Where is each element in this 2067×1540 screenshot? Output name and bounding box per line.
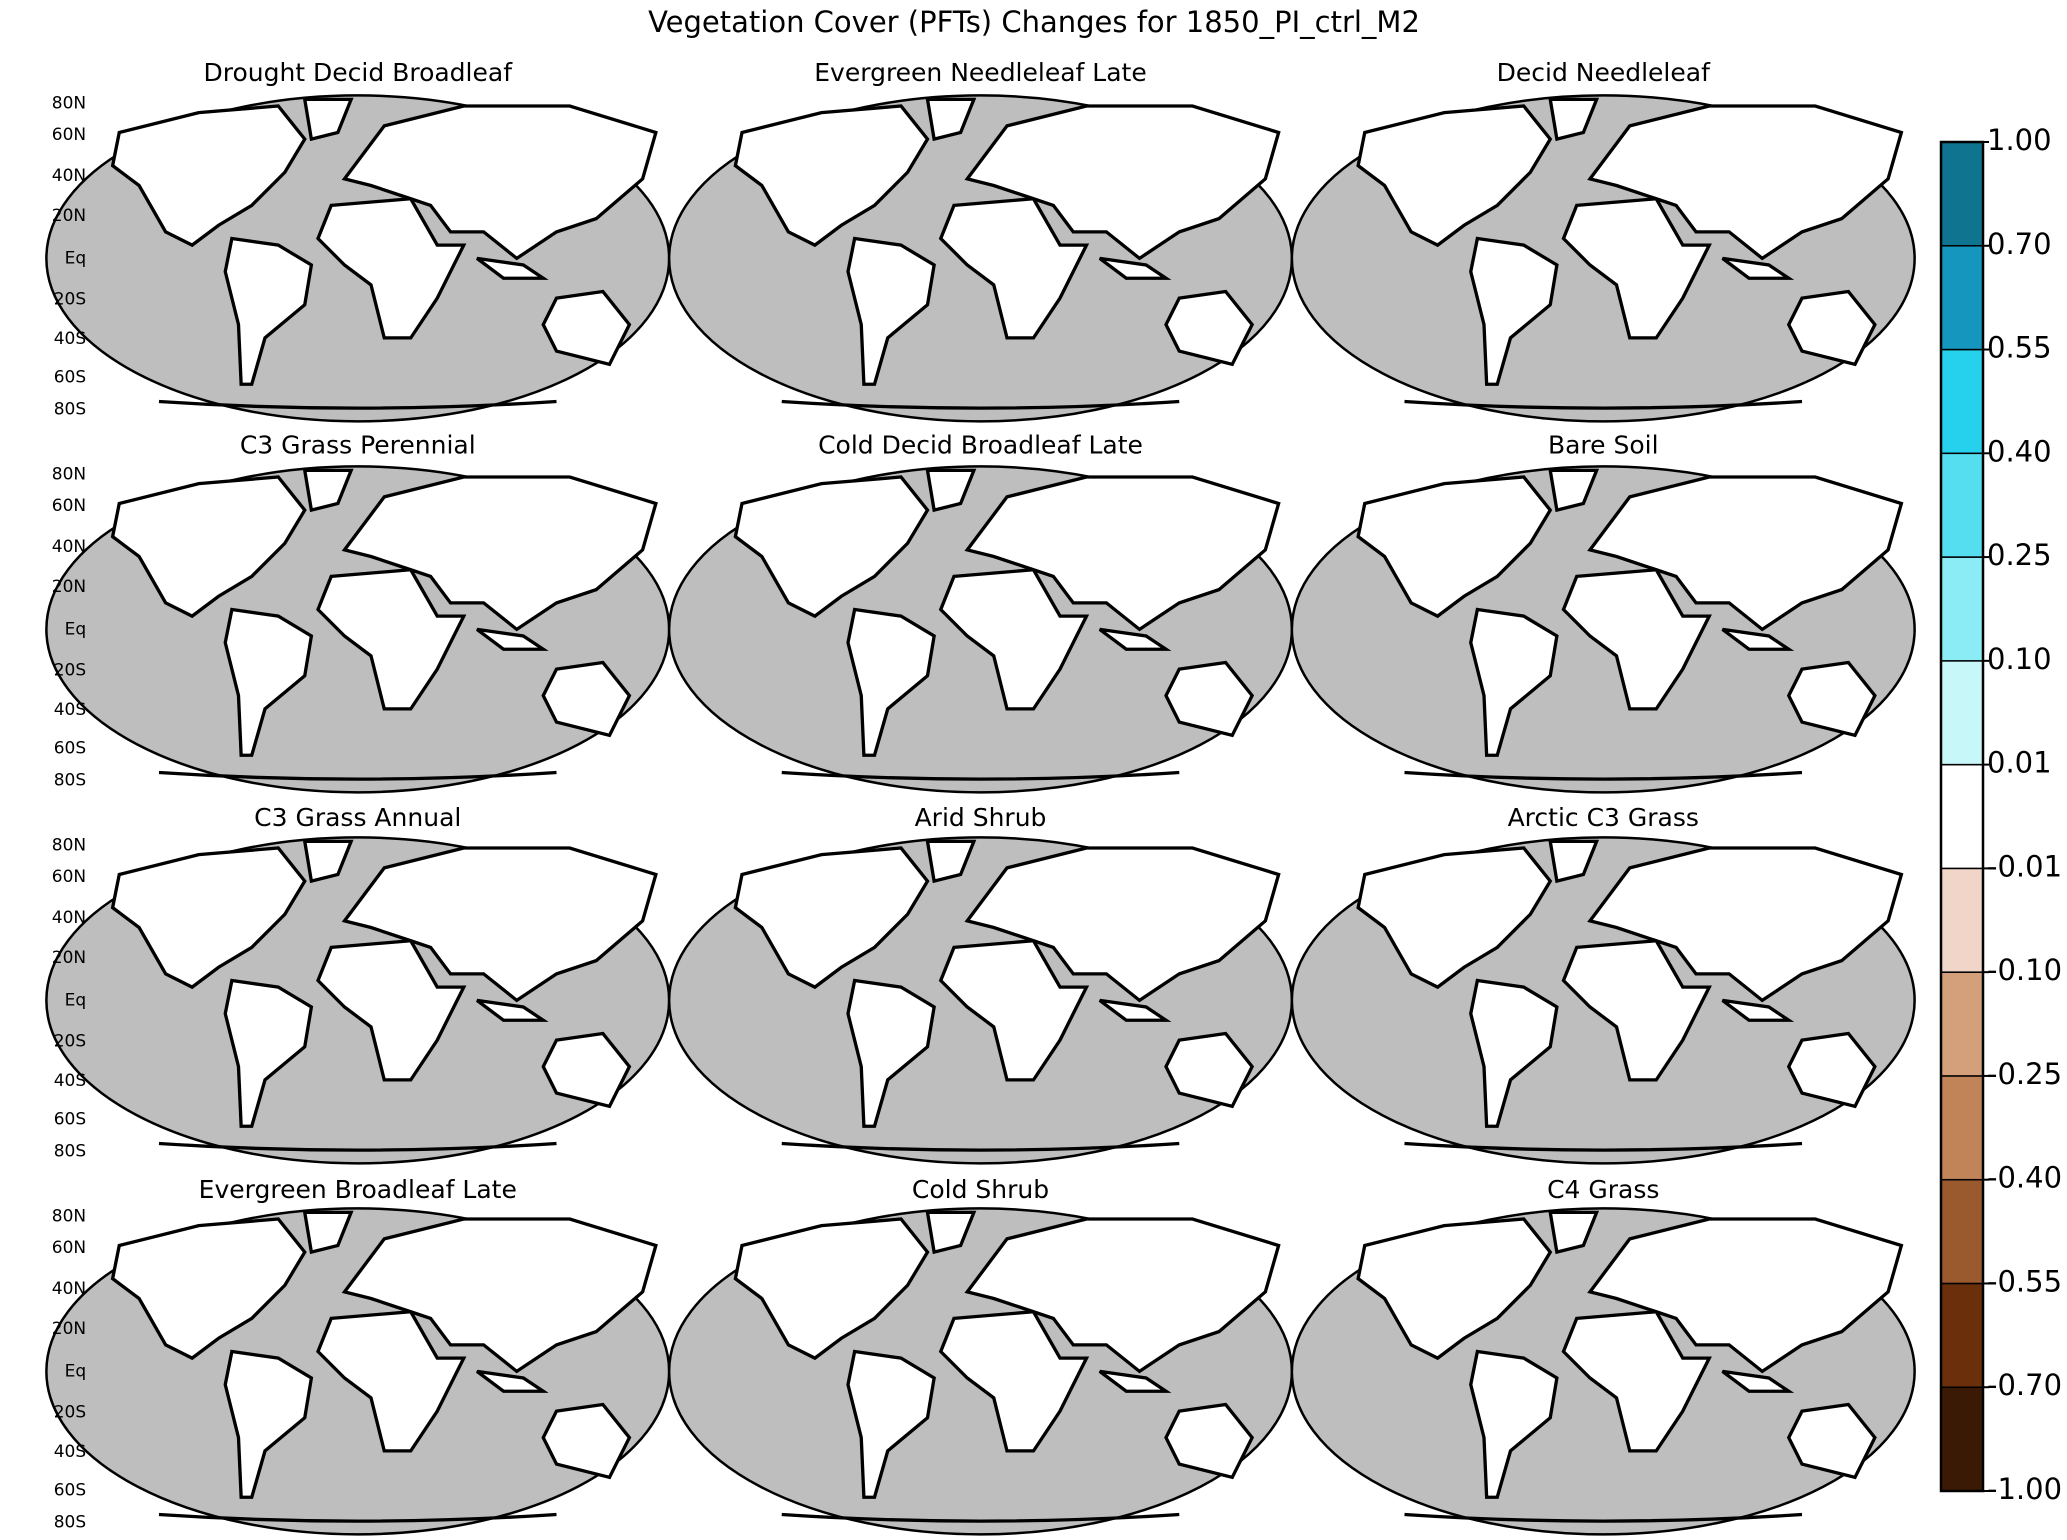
lat-label: Eq — [65, 990, 87, 1010]
lat-label: 60S — [54, 1481, 86, 1501]
lat-label: 20N — [52, 948, 86, 968]
lat-label: 40N — [52, 166, 86, 186]
colorbar-label: 0.25 — [1987, 538, 2052, 572]
colorbar-bin — [1940, 867, 1984, 973]
lat-label: Eq — [65, 248, 87, 268]
map-panel — [1290, 1207, 1916, 1536]
colorbar-bin — [1940, 556, 1984, 662]
colorbar-bin — [1940, 660, 1984, 766]
lat-label: 80S — [54, 770, 86, 790]
colorbar-label: -0.40 — [1987, 1161, 2062, 1195]
panel-title: Cold Shrub — [912, 1175, 1049, 1204]
lat-label: Eq — [65, 619, 87, 639]
colorbar-label: 1.00 — [1987, 123, 2052, 157]
colorbar-label: -0.10 — [1987, 953, 2062, 987]
lat-label: 80N — [52, 835, 86, 855]
colorbar-label: 0.10 — [1987, 642, 2052, 676]
lat-label: 20S — [54, 289, 86, 309]
lat-label: 40S — [54, 700, 86, 720]
map-panel — [45, 1207, 671, 1536]
colorbar-label: 0.01 — [1987, 746, 2052, 780]
colorbar-bin — [1940, 1282, 1984, 1388]
map-panel — [45, 836, 671, 1165]
colorbar-bin — [1940, 348, 1984, 455]
panel-title: Drought Decid Broadleaf — [203, 58, 513, 87]
panel-title: Arid Shrub — [915, 803, 1047, 832]
colorbar-label: -0.70 — [1987, 1368, 2062, 1402]
map-panel — [667, 1207, 1294, 1536]
map-panel — [667, 94, 1294, 423]
lat-label: 60S — [54, 368, 86, 388]
lat-label: 80S — [54, 1141, 86, 1161]
lat-label: 20S — [54, 660, 86, 680]
lat-label: 40N — [52, 537, 86, 557]
map-panel — [1290, 836, 1916, 1165]
colorbar-bin — [1940, 1075, 1984, 1181]
panel-title: Evergreen Needleleaf Late — [814, 58, 1146, 87]
lat-label: 80S — [54, 399, 86, 419]
lat-label: 60N — [52, 867, 86, 887]
lat-label: 60S — [54, 739, 86, 759]
map-panel — [1290, 465, 1916, 794]
colorbar-frame — [1939, 140, 1985, 1493]
lat-label: 80N — [52, 93, 86, 113]
figure-title: Vegetation Cover (PFTs) Changes for 1850… — [648, 5, 1420, 39]
panel-title: Arctic C3 Grass — [1508, 803, 1699, 832]
lat-label: 80N — [52, 1206, 86, 1226]
colorbar-bin — [1940, 763, 1984, 870]
lat-label: 60N — [52, 125, 86, 145]
panel-title: C3 Grass Perennial — [240, 431, 476, 460]
panel-title: C4 Grass — [1547, 1175, 1659, 1204]
colorbar-label: 0.40 — [1987, 434, 2052, 468]
lat-label: 20N — [52, 577, 86, 597]
lat-label: 80N — [52, 464, 86, 484]
lat-label: 40N — [52, 908, 86, 928]
map-panel — [45, 94, 671, 423]
panel-title: Bare Soil — [1548, 431, 1659, 460]
colorbar-bin — [1940, 452, 1984, 558]
lat-label: 60N — [52, 1238, 86, 1258]
lat-label: 80S — [54, 1512, 86, 1532]
colorbar-bin — [1940, 1178, 1984, 1285]
lat-label: 40S — [54, 1071, 86, 1091]
lat-label: 60S — [54, 1110, 86, 1130]
panel-title: Evergreen Broadleaf Late — [199, 1175, 517, 1204]
panel-title: Cold Decid Broadleaf Late — [818, 431, 1143, 460]
panel-title: Decid Needleleaf — [1497, 58, 1711, 87]
panel-title: C3 Grass Annual — [254, 803, 461, 832]
colorbar-label: 0.70 — [1987, 227, 2052, 261]
colorbar-label: -0.25 — [1987, 1057, 2062, 1091]
colorbar-bin — [1940, 971, 1984, 1077]
lat-label: 20N — [52, 1319, 86, 1339]
colorbar-label: -1.00 — [1987, 1472, 2062, 1506]
map-panel — [667, 836, 1294, 1165]
lat-label: 20S — [54, 1031, 86, 1051]
colorbar-label: 0.55 — [1987, 331, 2052, 365]
lat-label: 20S — [54, 1402, 86, 1422]
colorbar-bin — [1940, 1386, 1984, 1492]
colorbar-bin — [1940, 245, 1984, 351]
lat-label: 20N — [52, 206, 86, 226]
colorbar-label: -0.55 — [1987, 1264, 2062, 1298]
colorbar-label: -0.01 — [1987, 849, 2062, 883]
map-panel — [1290, 94, 1916, 423]
lat-label: 40S — [54, 329, 86, 349]
map-panel — [667, 465, 1294, 794]
map-panel — [45, 465, 671, 794]
lat-label: Eq — [65, 1361, 87, 1381]
lat-label: 40S — [54, 1442, 86, 1462]
colorbar-bin — [1940, 141, 1984, 247]
lat-label: 40N — [52, 1279, 86, 1299]
lat-label: 60N — [52, 496, 86, 516]
